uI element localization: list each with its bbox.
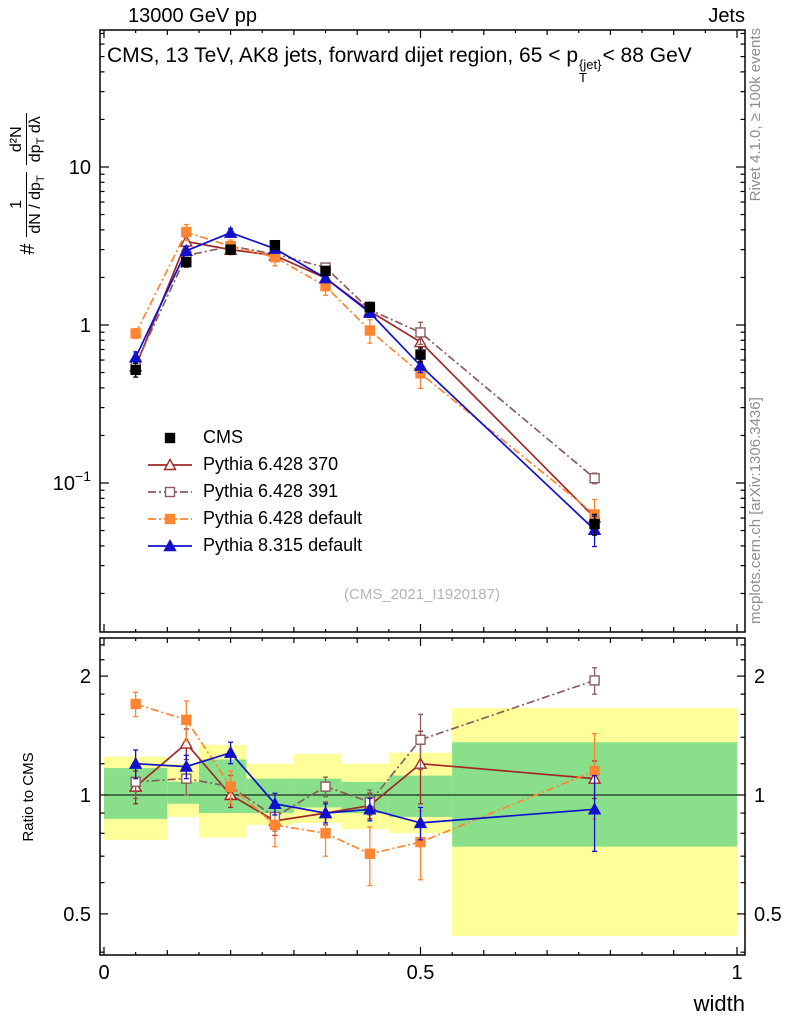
axis-tick-labels: 10 1 10−1 2 2 1 1 0.5 0.5 0 0.5 1 xyxy=(53,157,782,984)
ylabel-frac2-den-tail: dλ xyxy=(27,116,45,138)
header-beam-energy: 13000 GeV pp xyxy=(128,5,257,27)
main-y-tick-label: 10−1 xyxy=(53,468,91,495)
ylabel-fraction-2: d²N dpT dλ xyxy=(7,113,49,166)
main-y-tick-label: 10 xyxy=(69,157,91,179)
mcplots-credit-label: mcplots.cern.ch [arXiv:1306.3436] xyxy=(747,397,764,624)
legend-item: Pythia 8.315 default xyxy=(146,532,362,559)
series-cms xyxy=(130,239,600,536)
legend-item: Pythia 6.428 391 xyxy=(146,478,362,505)
main-y-tick-label: 1 xyxy=(80,315,91,337)
ratio-y-axis-label: Ratio to CMS xyxy=(20,752,37,842)
legend-item: Pythia 6.428 370 xyxy=(146,451,362,478)
plot-title-text: CMS, 13 TeV, AK8 jets, forward dijet reg… xyxy=(107,44,579,67)
pythia-6-428-370-marker-icon xyxy=(148,457,192,470)
ratio-y-tick-label-left: 1 xyxy=(80,785,91,807)
legend-item: CMS xyxy=(146,424,362,451)
ylabel-frac1-den-text: dN / dp xyxy=(27,182,45,234)
legend-item-label: Pythia 8.315 default xyxy=(203,535,363,555)
ratio-y-tick-label-right: 1 xyxy=(754,785,765,807)
series-pythia-8-315-default xyxy=(128,225,602,853)
x-tick-label: 0.5 xyxy=(407,962,435,984)
rivet-version-label: Rivet 4.1.0, ≥ 100k events xyxy=(747,28,764,202)
ratio-y-tick-label-left: 2 xyxy=(80,666,91,688)
legend-item-label: CMS xyxy=(203,427,243,447)
pt-jet-subscript: T xyxy=(579,70,587,85)
ratio-y-tick-label-right: 0.5 xyxy=(754,904,782,926)
ratio-y-tick-label-left: 0.5 xyxy=(63,904,91,926)
x-axis-title: width xyxy=(693,991,745,1016)
cms-marker-icon xyxy=(164,432,176,443)
pt-jet-superscript: {jet} xyxy=(579,57,602,72)
legend-item-label: Pythia 6.428 default xyxy=(203,508,363,528)
pt-jet-supsub: {jet} T xyxy=(579,58,601,84)
ratio-y-tick-label-right: 2 xyxy=(754,666,765,688)
x-tick-label: 1 xyxy=(731,962,742,984)
plot-title-suffix: < 88 GeV xyxy=(602,44,692,67)
axes-frame xyxy=(99,29,746,956)
analysis-id-watermark: (CMS_2021_I1920187) xyxy=(344,586,500,603)
green-uncertainty-band xyxy=(167,781,199,804)
pythia-8-315-default-marker-icon xyxy=(148,538,192,551)
pythia-6-428-391-marker-icon xyxy=(148,486,192,497)
ylabel-frac1-denominator: dN / dpT xyxy=(26,172,49,237)
legend-item-label: Pythia 6.428 370 xyxy=(203,454,339,474)
green-uncertainty-band xyxy=(293,778,342,808)
ylabel-frac2-den-text: dp xyxy=(27,144,45,163)
legend-item-label: Pythia 6.428 391 xyxy=(203,481,339,501)
ylabel-frac1-numerator: 1 xyxy=(7,199,25,209)
ylabel-frac2-denominator: dpT dλ xyxy=(26,113,49,166)
plot-title: CMS, 13 TeV, AK8 jets, forward dijet reg… xyxy=(107,44,692,84)
ylabel-frac2-den-sub: T xyxy=(35,137,48,145)
ylabel-frac2-numerator: d²N xyxy=(7,126,25,153)
x-tick-label: 0 xyxy=(98,962,109,984)
legend-item: Pythia 6.428 default xyxy=(146,505,362,532)
main-y-axis-label: # 1 dN / dpT d²N dpT dλ xyxy=(4,34,52,334)
ylabel-fraction-1: 1 dN / dpT xyxy=(7,172,49,237)
ylabel-hash: # xyxy=(16,243,39,255)
header-process: Jets xyxy=(708,5,745,27)
pythia-6-428-default-marker-icon xyxy=(148,513,192,524)
ylabel-frac1-den-sub: T xyxy=(35,175,48,183)
legend: CMS Pythia 6.428 370 Pythia 6.428 391 Pythi… xyxy=(146,424,362,559)
